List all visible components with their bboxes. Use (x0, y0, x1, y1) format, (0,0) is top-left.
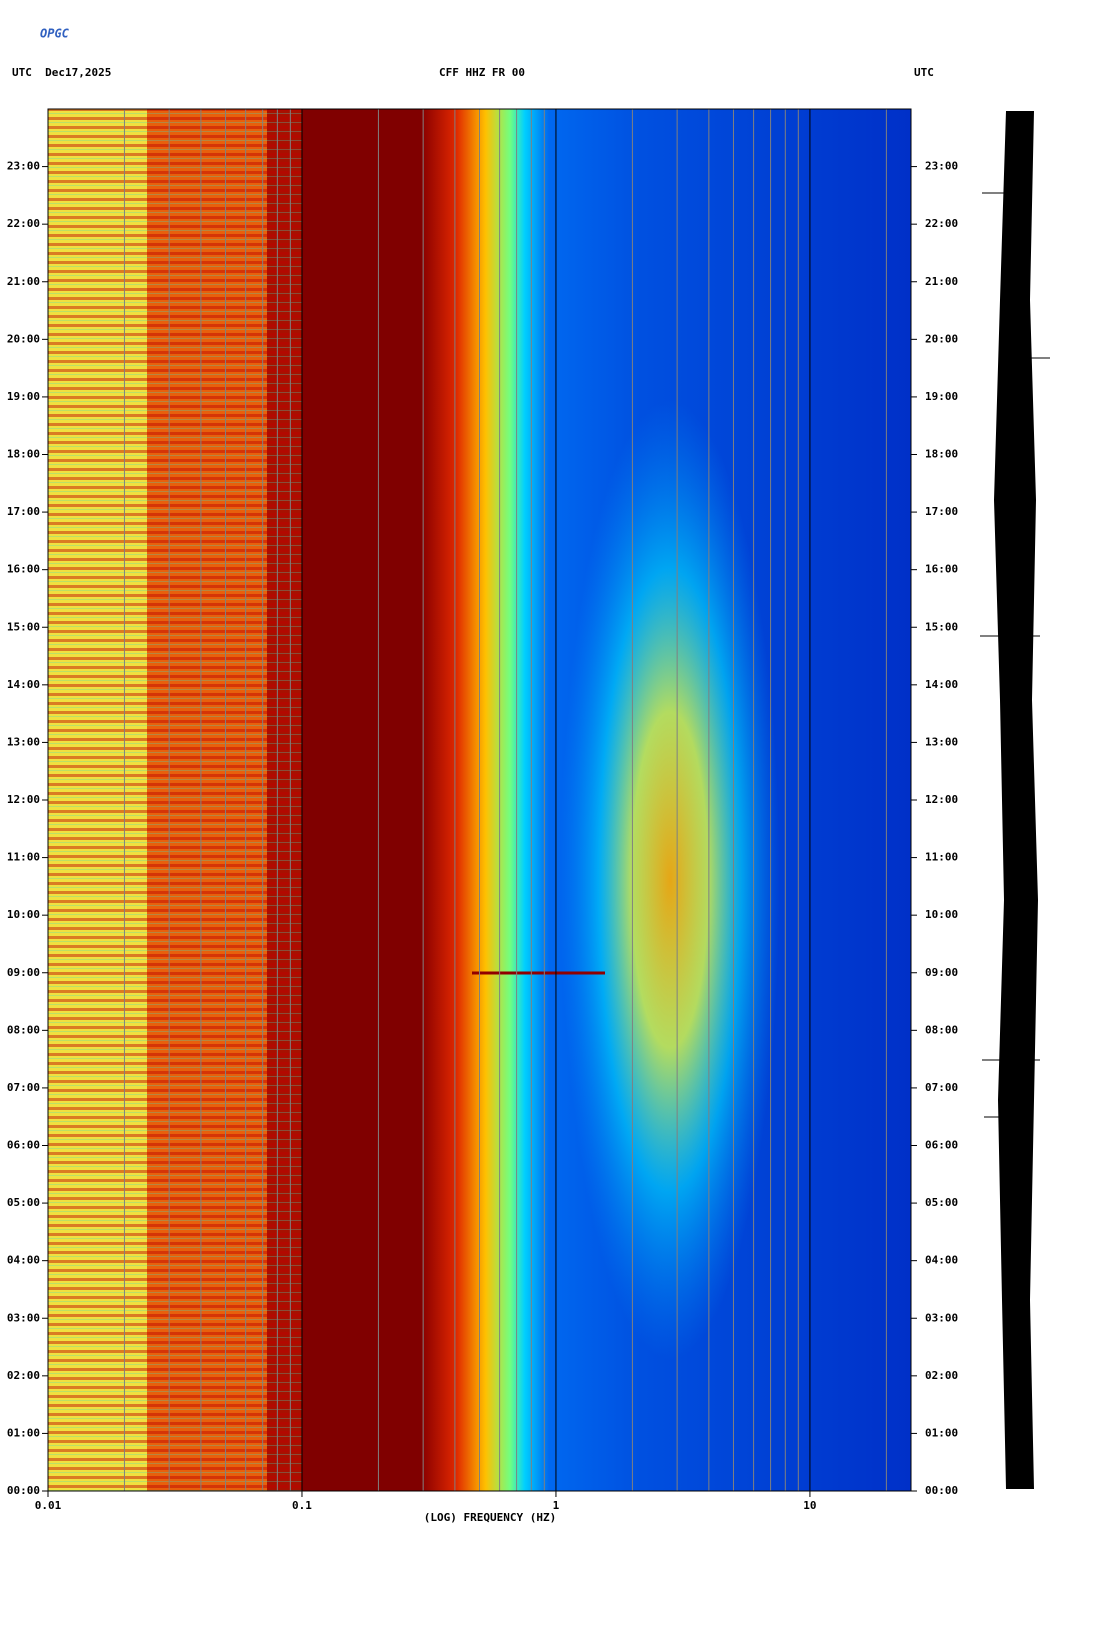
y-tick-label: 21:00 (7, 275, 40, 288)
x-tick-label: 1 (553, 1499, 560, 1512)
y-tick-label: 10:00 (7, 908, 40, 921)
x-axis-label: (LOG) FREQUENCY (HZ) (424, 1511, 556, 1524)
y-tick-label: 23:00 (925, 160, 958, 173)
y-tick-label: 00:00 (925, 1484, 958, 1497)
subtitle-right: UTC (914, 66, 934, 79)
y-tick-label: 09:00 (925, 966, 958, 979)
y-tick-label: 02:00 (7, 1369, 40, 1382)
y-tick-label: 14:00 (7, 678, 40, 691)
y-tick-label: 21:00 (925, 275, 958, 288)
y-tick-label: 05:00 (7, 1196, 40, 1209)
y-tick-label: 20:00 (925, 332, 958, 345)
y-tick-label: 04:00 (925, 1254, 958, 1267)
y-tick-label: 22:00 (925, 217, 958, 230)
y-tick-label: 04:00 (7, 1254, 40, 1267)
y-tick-label: 10:00 (925, 908, 958, 921)
y-tick-label: 06:00 (925, 1139, 958, 1152)
x-tick-label: 10 (803, 1499, 816, 1512)
y-tick-label: 06:00 (7, 1139, 40, 1152)
y-tick-label: 15:00 (925, 620, 958, 633)
y-tick-label: 23:00 (7, 160, 40, 173)
y-tick-label: 16:00 (7, 563, 40, 576)
y-tick-label: 00:00 (7, 1484, 40, 1497)
y-tick-label: 18:00 (7, 448, 40, 461)
y-tick-label: 03:00 (925, 1311, 958, 1324)
y-tick-label: 11:00 (925, 851, 958, 864)
y-tick-label: 08:00 (7, 1023, 40, 1036)
y-tick-label: 07:00 (7, 1081, 40, 1094)
y-tick-label: 14:00 (925, 678, 958, 691)
y-tick-label: 17:00 (925, 505, 958, 518)
grid (47, 109, 887, 1491)
y-tick-label: 08:00 (925, 1023, 958, 1036)
y-tick-label: 07:00 (925, 1081, 958, 1094)
y-tick-label: 18:00 (925, 448, 958, 461)
y-tick-label: 11:00 (7, 851, 40, 864)
y-tick-label: 16:00 (925, 563, 958, 576)
y-tick-label: 19:00 (925, 390, 958, 403)
seismogram (980, 111, 1050, 1489)
y-tick-label: 13:00 (925, 735, 958, 748)
y-tick-label: 01:00 (925, 1426, 958, 1439)
y-tick-label: 03:00 (7, 1311, 40, 1324)
subtitle-left: UTC Dec17,2025 (12, 66, 111, 79)
chart-title: CFF HHZ FR 00 (439, 66, 525, 79)
y-tick-label: 22:00 (7, 217, 40, 230)
y-tick-label: 19:00 (7, 390, 40, 403)
logo: OPGC (40, 27, 70, 41)
x-tick-label: 0.01 (35, 1499, 62, 1512)
y-tick-label: 13:00 (7, 735, 40, 748)
spectrogram-image (48, 109, 911, 1491)
y-tick-label: 02:00 (925, 1369, 958, 1382)
y-tick-label: 15:00 (7, 620, 40, 633)
x-tick-label: 0.1 (292, 1499, 312, 1512)
y-tick-label: 12:00 (7, 793, 40, 806)
y-tick-label: 09:00 (7, 966, 40, 979)
y-tick-label: 20:00 (7, 332, 40, 345)
y-tick-label: 12:00 (925, 793, 958, 806)
y-tick-label: 01:00 (7, 1426, 40, 1439)
y-tick-label: 05:00 (925, 1196, 958, 1209)
y-tick-label: 17:00 (7, 505, 40, 518)
